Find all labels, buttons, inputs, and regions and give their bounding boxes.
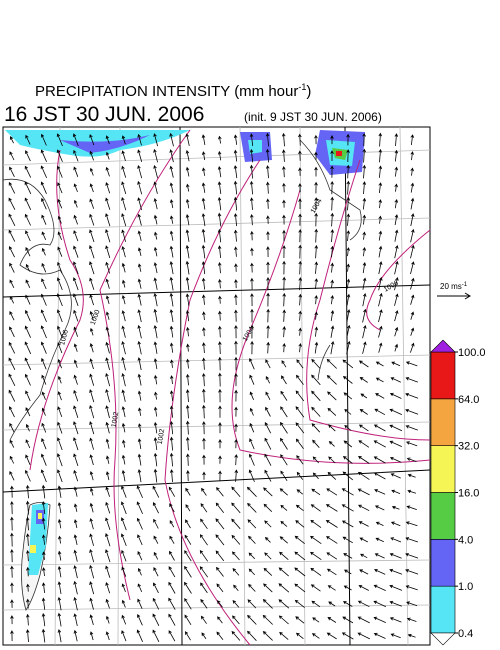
map-frame	[2, 126, 431, 646]
scale-label: 20 ms-1	[440, 282, 468, 291]
wind-row	[8, 180, 415, 195]
scale-sup: -1	[462, 282, 468, 288]
colorbar-segment	[430, 351, 456, 400]
colorbar-label: 32.0	[458, 441, 479, 453]
wind-row	[9, 324, 415, 339]
wind-row	[10, 484, 417, 499]
colorbar-label: 0.4	[458, 628, 473, 640]
wind-row	[9, 468, 416, 483]
wind-row	[10, 548, 419, 563]
colorbar-label: 100.0	[458, 347, 486, 359]
colorbar-segment	[430, 445, 456, 493]
wind-row	[10, 532, 419, 547]
wind-row	[10, 564, 419, 579]
wind-row	[9, 436, 418, 451]
colorbar-label: 4.0	[458, 534, 473, 546]
wind-row	[9, 292, 415, 307]
title-sup: -1	[298, 82, 306, 92]
wind-row	[8, 212, 415, 227]
wind-row	[9, 148, 414, 163]
title-end: )	[306, 83, 311, 100]
colorbar-over	[430, 339, 456, 353]
wind-row	[9, 164, 414, 179]
wind-row	[8, 340, 415, 355]
title-text: PRECIPITATION INTENSITY (mm hour	[35, 83, 298, 100]
wind-row	[9, 452, 417, 467]
isobar-label: 1002	[157, 428, 167, 445]
wind-vectors	[8, 132, 419, 643]
wind-row	[8, 196, 415, 211]
colorbar-segment	[430, 539, 456, 587]
colorbar-label: 1.0	[458, 581, 473, 593]
colorbar-label: 64.0	[458, 394, 479, 406]
wind-row	[9, 132, 415, 147]
colorbar-segment	[430, 585, 456, 634]
colorbar-label: 16.0	[458, 488, 479, 500]
init-time: (init. 9 JST 30 JUN. 2006)	[244, 110, 382, 124]
wind-row	[10, 596, 418, 611]
isobar-label: 1000	[90, 309, 102, 326]
wind-row	[8, 372, 418, 387]
colorbar-segment	[430, 492, 456, 540]
wind-row	[8, 244, 415, 259]
colorbar: 0.4 1.0 4.0 16.0 32.0 64.0 100.0	[430, 339, 486, 646]
title: PRECIPITATION INTENSITY (mm hour-1)	[35, 82, 311, 100]
wind-row	[10, 580, 418, 595]
wind-row	[9, 308, 415, 323]
scale-arrow	[437, 292, 471, 300]
valid-time: 16 JST 30 JUN. 2006	[4, 103, 204, 126]
scale-key: 20 ms-1	[437, 282, 471, 300]
wind-row	[8, 404, 419, 419]
wind-row	[10, 612, 417, 627]
wind-row	[10, 628, 416, 643]
wind-row	[8, 356, 418, 371]
wind-row	[10, 516, 418, 531]
wind-row	[8, 388, 419, 403]
graticule	[2, 126, 431, 646]
isobar-label: 1006	[59, 329, 70, 346]
wind-row	[10, 500, 417, 515]
wind-row	[9, 276, 415, 291]
isobar-label: 1002	[111, 411, 121, 428]
wind-row	[9, 420, 418, 435]
major-grid	[2, 126, 431, 646]
wind-row	[9, 260, 415, 275]
wind-row	[8, 228, 415, 243]
colorbar-under	[430, 632, 456, 646]
scale-text: 20 ms	[440, 282, 462, 291]
colorbar-segment	[430, 398, 456, 446]
